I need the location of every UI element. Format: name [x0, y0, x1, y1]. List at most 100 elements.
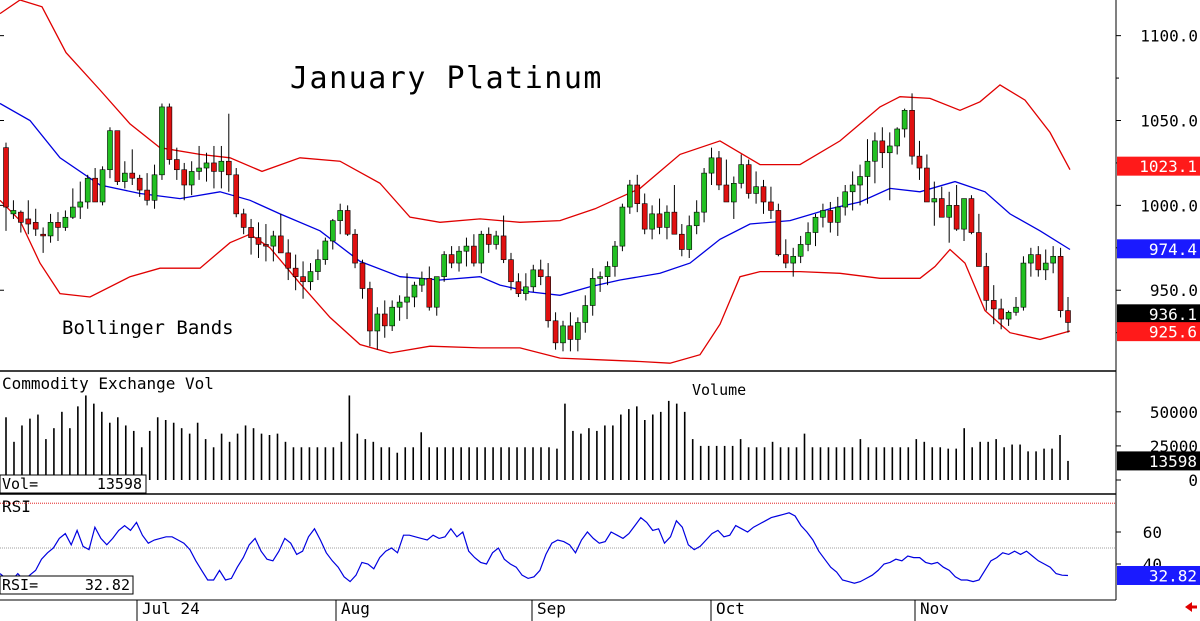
- date-tick-label: Sep: [537, 599, 566, 618]
- candle-up: [857, 176, 863, 186]
- candle-down: [827, 210, 834, 223]
- candle-up: [612, 245, 618, 267]
- candle-up: [1005, 311, 1012, 320]
- candle-down: [545, 276, 551, 322]
- candle-up: [122, 172, 128, 182]
- candle-up: [456, 250, 462, 264]
- candle-up: [627, 184, 633, 208]
- candle-down: [976, 232, 982, 267]
- candle-down: [1065, 310, 1071, 323]
- candle-up: [107, 130, 113, 171]
- rsi-tick-label: 60: [1143, 523, 1162, 542]
- price-tick-label: 1000.0: [1140, 196, 1198, 215]
- candle-up: [849, 184, 856, 193]
- candle-down: [263, 244, 269, 247]
- rsi-readout-box: [0, 575, 134, 595]
- candle-up: [731, 183, 737, 203]
- volume-bars: [5, 395, 1069, 480]
- candle-up: [589, 278, 596, 306]
- date-axis: Jul 24 Aug Sep Oct Nov: [136, 599, 949, 621]
- candle-up: [419, 278, 425, 286]
- candle-down: [233, 174, 240, 215]
- candle-up: [1020, 262, 1027, 308]
- candle-down: [248, 227, 254, 238]
- candle-up: [396, 301, 403, 308]
- candle-down: [515, 281, 522, 294]
- candle-down: [255, 237, 262, 245]
- candle-up: [686, 225, 693, 250]
- rsi-readout-label: RSI=: [2, 576, 38, 594]
- candle-down: [968, 198, 975, 233]
- price-tick-label: 1050.0: [1140, 112, 1198, 131]
- candle-up: [151, 174, 158, 201]
- candle-up: [337, 210, 343, 221]
- candle-down: [508, 259, 514, 283]
- candle-up: [708, 157, 715, 174]
- volume-panel: Commodity Exchange Vol Volume 50000 25000…: [0, 374, 1200, 494]
- candle-up: [77, 201, 84, 208]
- candle-down: [760, 186, 767, 203]
- date-tick-label: Oct: [716, 599, 745, 618]
- candle-up: [693, 211, 700, 227]
- scroll-left-arrow-icon[interactable]: [1185, 602, 1197, 612]
- candle-up: [1028, 254, 1034, 264]
- candle-down: [367, 288, 373, 332]
- volume-readout-value: 13598: [97, 475, 142, 493]
- candle-up: [196, 167, 202, 172]
- candle-up: [604, 266, 611, 277]
- candle-up: [374, 313, 381, 332]
- bollinger-upper-band: [0, 0, 1071, 223]
- candle-up: [530, 269, 537, 288]
- candle-up: [188, 171, 195, 186]
- volume-center-label: Volume: [692, 381, 746, 399]
- candle-up: [322, 240, 329, 260]
- candle-down: [181, 169, 188, 186]
- volume-panel-label: Commodity Exchange Vol: [2, 374, 214, 393]
- candle-down: [641, 203, 648, 230]
- candle-down: [634, 184, 641, 204]
- candle-down: [909, 110, 915, 157]
- candle-up: [961, 198, 967, 230]
- date-tick-label: Nov: [920, 599, 949, 618]
- candle-down: [1057, 255, 1064, 311]
- candle-up: [1013, 306, 1019, 313]
- date-tick-label: Jul 24: [142, 599, 200, 618]
- candle-up: [329, 220, 336, 242]
- candle-down: [679, 233, 685, 250]
- candle-up: [159, 106, 165, 176]
- candle-up: [834, 206, 841, 223]
- candle-up: [463, 245, 470, 252]
- candle-down: [775, 210, 782, 255]
- candle-up: [842, 191, 849, 208]
- price-panel: January Platinum Bollinger Bands 1100.01…: [0, 0, 1200, 364]
- candle-up: [738, 164, 745, 184]
- price-last-value-box: [1117, 239, 1200, 259]
- price-last-value-box: [1117, 304, 1200, 324]
- rsi-readout-value: 32.82: [85, 576, 130, 594]
- price-last-value-label: 974.4: [1149, 240, 1197, 259]
- price-last-value-box: [1117, 156, 1200, 176]
- volume-last-value-label: 13598: [1149, 452, 1197, 471]
- candle-up: [812, 216, 819, 233]
- candle-down: [144, 189, 150, 201]
- candle-up: [805, 232, 811, 245]
- candle-up: [1050, 255, 1056, 264]
- candle-down: [953, 205, 960, 230]
- candle-down: [211, 162, 217, 172]
- date-tick-label: Aug: [341, 599, 370, 618]
- candle-up: [389, 306, 395, 327]
- candle-down: [381, 313, 388, 327]
- price-last-value-label: 936.1: [1149, 305, 1197, 324]
- candle-down: [938, 198, 945, 218]
- price-last-value-label: 1023.1: [1139, 157, 1197, 176]
- candle-down: [537, 269, 544, 277]
- candle-down: [240, 213, 247, 228]
- price-tick-label: 950.0: [1150, 281, 1198, 300]
- candle-up: [10, 210, 17, 215]
- candle-up: [1042, 262, 1049, 271]
- candle-down: [352, 233, 358, 264]
- chart-title: January Platinum: [290, 61, 603, 96]
- candle-down: [129, 172, 136, 179]
- volume-readout-box: [0, 474, 147, 494]
